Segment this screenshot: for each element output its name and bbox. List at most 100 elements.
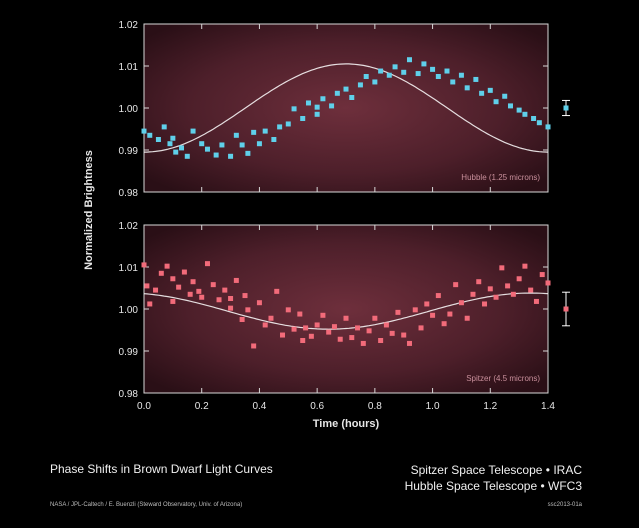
data-point <box>372 315 378 321</box>
data-point <box>366 328 372 334</box>
data-point <box>199 141 205 147</box>
data-point <box>326 329 332 335</box>
data-point <box>545 280 551 286</box>
data-point <box>392 64 398 70</box>
x-tick-label: 0.2 <box>195 401 209 412</box>
data-point <box>262 322 268 328</box>
data-point <box>164 263 170 269</box>
data-point <box>158 270 164 276</box>
y-tick-label: 1.00 <box>119 104 139 115</box>
data-point <box>424 301 430 307</box>
y-tick-label: 1.00 <box>119 305 139 316</box>
data-point <box>401 69 407 75</box>
data-point <box>233 277 239 283</box>
data-point <box>516 276 522 282</box>
data-point <box>300 338 306 343</box>
data-point <box>536 120 542 126</box>
error-bar-point <box>563 306 569 312</box>
image-id: ssc2013-01a <box>547 502 582 508</box>
data-point <box>499 265 505 271</box>
x-tick-label: 1.2 <box>483 401 497 412</box>
data-point <box>545 124 551 130</box>
data-point <box>533 298 539 304</box>
data-point <box>233 132 239 138</box>
data-point <box>303 325 309 331</box>
x-tick-label: 0.0 <box>137 401 151 412</box>
data-point <box>320 96 326 102</box>
data-point <box>502 93 508 99</box>
data-point <box>435 74 441 79</box>
data-point <box>505 283 511 289</box>
data-point <box>291 326 297 332</box>
data-point <box>210 282 216 288</box>
data-point <box>378 68 384 74</box>
data-point <box>277 124 283 130</box>
data-point <box>430 312 436 318</box>
data-point <box>482 301 488 307</box>
instrument-spitzer: Spitzer Space Telescope • IRAC <box>410 463 582 477</box>
data-point <box>458 72 464 78</box>
data-point <box>389 330 395 336</box>
data-point <box>280 332 286 338</box>
data-point <box>274 288 280 294</box>
data-point <box>355 325 361 331</box>
data-point <box>473 76 479 82</box>
panel-label-top: Hubble (1.25 microns) <box>461 173 540 182</box>
data-point <box>181 269 187 275</box>
data-point <box>268 315 274 321</box>
data-point <box>228 296 234 301</box>
data-point <box>300 116 306 121</box>
error-bar-point <box>563 105 569 111</box>
data-point <box>204 261 210 267</box>
data-point <box>349 95 355 100</box>
data-point <box>395 309 401 315</box>
data-point <box>386 72 392 78</box>
data-point <box>219 142 225 148</box>
data-point <box>539 272 545 278</box>
data-point <box>251 343 257 349</box>
data-point <box>450 79 456 85</box>
data-point <box>179 145 185 151</box>
data-point <box>256 141 262 147</box>
data-point <box>251 129 257 135</box>
data-point <box>170 276 176 282</box>
instrument-list: Spitzer Space Telescope • IRAC Hubble Sp… <box>405 462 582 494</box>
data-point <box>507 103 513 109</box>
data-point <box>510 291 516 297</box>
figure-title: Phase Shifts in Brown Dwarf Light Curves <box>50 462 273 476</box>
data-point <box>141 128 147 134</box>
data-point <box>343 86 349 92</box>
x-tick-label: 0.6 <box>310 401 324 412</box>
data-point <box>190 128 196 134</box>
data-point <box>308 333 314 339</box>
data-point <box>242 293 248 299</box>
data-point <box>271 137 277 142</box>
data-point <box>314 111 320 117</box>
panel-top: 1.02 1.01 1.00 0.99 0.98 Hubble (1.25 microns… <box>83 20 570 270</box>
data-point <box>170 135 176 141</box>
data-point <box>401 332 407 338</box>
data-point <box>239 142 245 148</box>
panel-bottom: 1.02 1.01 1.00 0.99 0.980.0 0.2 0.4 0.6 0.8 1.0 1.… <box>119 221 570 430</box>
data-point <box>363 74 369 79</box>
data-point <box>297 311 303 317</box>
data-point <box>421 61 427 67</box>
y-tick-label: 0.99 <box>119 146 139 157</box>
data-point <box>161 124 167 130</box>
x-tick-label: 1.4 <box>541 401 555 412</box>
data-point <box>262 128 268 134</box>
data-point <box>176 284 182 290</box>
y-axis-title: Normalized Brightness <box>83 150 95 270</box>
data-point <box>435 293 441 299</box>
data-point <box>228 153 234 159</box>
data-point <box>334 90 340 96</box>
data-point <box>487 286 493 292</box>
data-point <box>256 300 262 306</box>
data-point <box>285 307 291 313</box>
data-point <box>372 79 378 85</box>
data-point <box>357 82 363 88</box>
data-point <box>343 315 349 321</box>
data-point <box>464 85 470 91</box>
